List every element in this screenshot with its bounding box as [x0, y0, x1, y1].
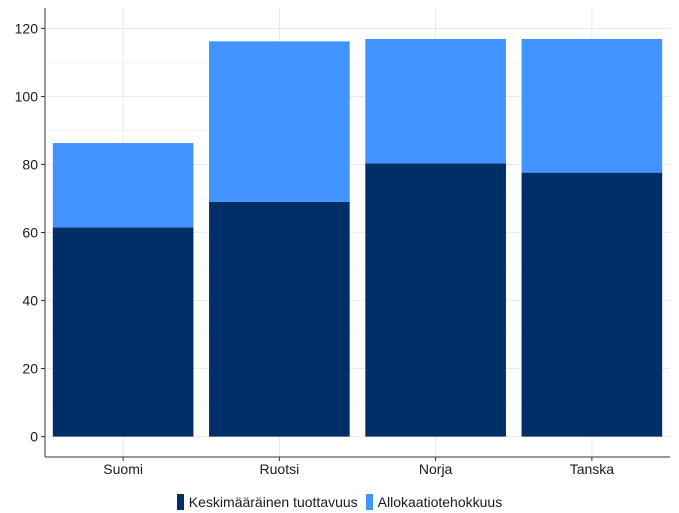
x-tick-label-2: Norja	[419, 461, 453, 477]
y-tick-label-5: 100	[15, 88, 39, 104]
legend-swatch-0	[176, 494, 184, 510]
bar-ruotsi-series-0	[209, 201, 350, 437]
bar-suomi-series-1	[52, 143, 194, 228]
legend-label-1: Allokaatiotehokkuus	[377, 494, 503, 510]
y-tick-label-6: 120	[15, 20, 39, 36]
y-tick-label-1: 20	[22, 361, 38, 377]
axes	[41, 8, 670, 461]
y-tick-label-0: 0	[30, 429, 38, 445]
bar-tanska-series-0	[521, 172, 663, 437]
x-tick-label-0: Suomi	[103, 461, 143, 477]
bars	[52, 38, 663, 437]
bar-norja-series-1	[365, 38, 506, 164]
y-tick-label-4: 80	[22, 156, 38, 172]
bar-suomi-series-0	[52, 227, 194, 437]
bar-tanska-series-1	[521, 38, 663, 173]
bar-ruotsi-series-1	[209, 41, 350, 202]
legend-item-0: Keskimääräinen tuottavuus	[176, 494, 358, 510]
legend-item-1: Allokaatiotehokkuus	[365, 494, 503, 510]
legend-label-0: Keskimääräinen tuottavuus	[188, 494, 358, 510]
y-tick-label-3: 60	[22, 225, 38, 241]
y-tick-label-2: 40	[22, 293, 38, 309]
bar-norja-series-0	[365, 163, 506, 437]
legend-swatch-1	[365, 494, 373, 510]
legend: Keskimääräinen tuottavuus Allokaatioteho…	[0, 494, 679, 510]
x-tick-label-1: Ruotsi	[260, 461, 300, 477]
tick-labels: 0 20 40 60 80 100 120 Suomi Ruotsi Norja Tanska	[15, 20, 615, 477]
x-tick-label-3: Tanska	[570, 461, 615, 477]
